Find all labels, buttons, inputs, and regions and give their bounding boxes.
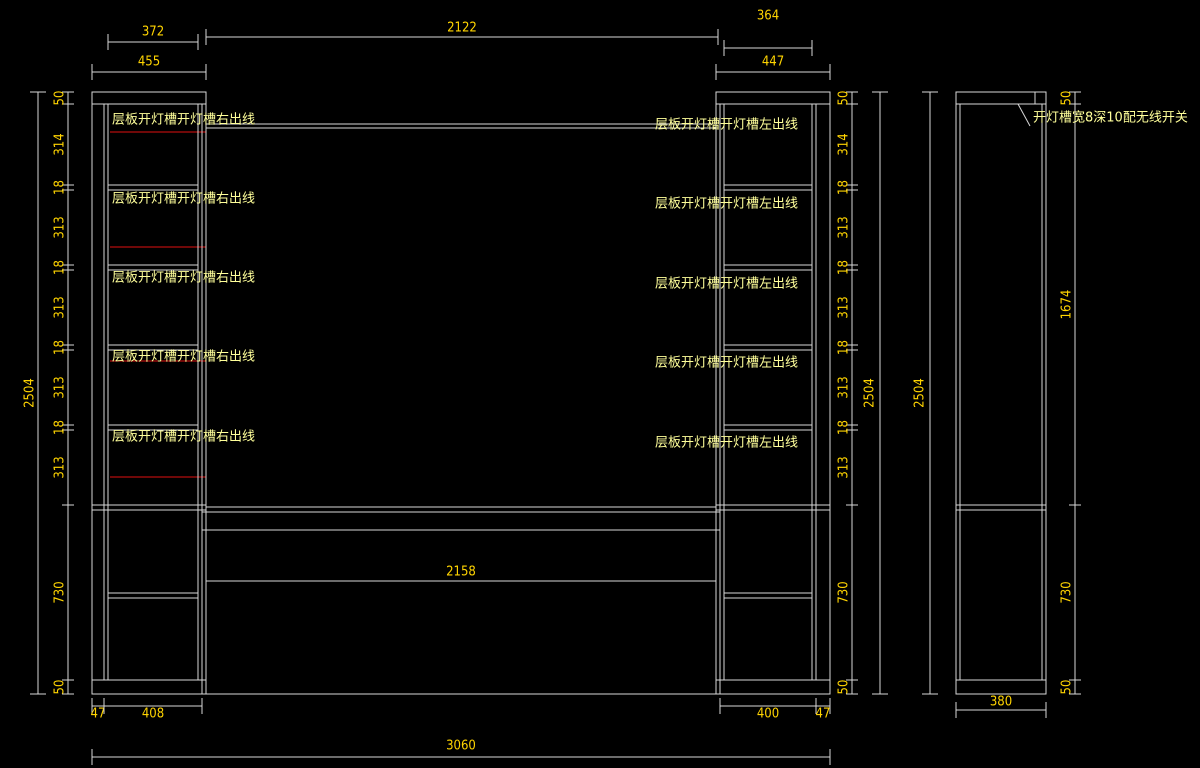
dimension-label: 313 (53, 296, 68, 318)
annotation: 层板开灯槽开灯槽左出线 (655, 356, 798, 371)
dimension-label: 1674 (1060, 290, 1075, 320)
annotation: 层板开灯槽开灯槽右出线 (112, 350, 255, 365)
dimension-label: 18 (837, 340, 852, 355)
dimension-label: 18 (837, 180, 852, 195)
cabinet-outline (715, 91, 831, 695)
dimension-label: 313 (837, 376, 852, 398)
dimension-label: 372 (142, 25, 164, 40)
dimension-label: 50 (837, 91, 852, 106)
groove-marks (110, 131, 206, 478)
annotation: 层板开灯槽开灯槽左出线 (655, 197, 798, 212)
dimension-label: 50 (837, 680, 852, 695)
dimension-label: 47 (816, 707, 831, 722)
dimension-label: 18 (837, 420, 852, 435)
cabinet-outline (91, 91, 207, 695)
dimension-label: 50 (1060, 680, 1075, 695)
dimension-label: 364 (757, 9, 779, 24)
dimension-label: 730 (1060, 581, 1075, 603)
annotation: 层板开灯槽开灯槽右出线 (112, 113, 255, 128)
dimension-label: 730 (837, 581, 852, 603)
annotation: 层板开灯槽开灯槽左出线 (655, 436, 798, 451)
dimension-label: 313 (53, 456, 68, 478)
dimension-label: 18 (53, 340, 68, 355)
dimension-label: 314 (837, 133, 852, 155)
dimension-label: 2504 (913, 378, 928, 408)
dimension-label: 18 (53, 180, 68, 195)
dimension-label: 50 (53, 680, 68, 695)
dimension-label: 18 (837, 260, 852, 275)
dimension-label: 2122 (447, 21, 477, 36)
dimension-label: 313 (837, 296, 852, 318)
dimension-label: 47 (91, 707, 106, 722)
dimension-label: 447 (762, 55, 784, 70)
dimension-label: 50 (53, 91, 68, 106)
center-section (201, 123, 721, 695)
annotation: 开灯槽宽8深10配无线开关 (1033, 110, 1188, 126)
dimension-label: 18 (53, 260, 68, 275)
dimension-label: 400 (757, 707, 779, 722)
dimension-label: 313 (837, 216, 852, 238)
dimension-label: 380 (990, 695, 1012, 710)
side-view (955, 91, 1047, 695)
annotation: 层板开灯槽开灯槽右出线 (112, 192, 255, 207)
dimension-label: 313 (837, 456, 852, 478)
dimension-label: 50 (1060, 91, 1075, 106)
dimension-label: 2504 (863, 378, 878, 408)
annotation: 层板开灯槽开灯槽右出线 (112, 430, 255, 445)
dimension-label: 18 (53, 420, 68, 435)
dimension-label: 313 (53, 216, 68, 238)
annotation: 层板开灯槽开灯槽左出线 (655, 118, 798, 133)
annotation: 层板开灯槽开灯槽右出线 (112, 271, 255, 286)
dimension-label: 730 (53, 581, 68, 603)
annotation: 层板开灯槽开灯槽左出线 (655, 277, 798, 292)
dimension-label: 2158 (446, 565, 476, 580)
dimension-label: 313 (53, 376, 68, 398)
dimension-label: 455 (138, 55, 160, 70)
dimension-label: 2504 (23, 378, 38, 408)
dimension-label: 408 (142, 707, 164, 722)
dimension-label: 314 (53, 133, 68, 155)
dimension-label: 3060 (446, 739, 476, 754)
